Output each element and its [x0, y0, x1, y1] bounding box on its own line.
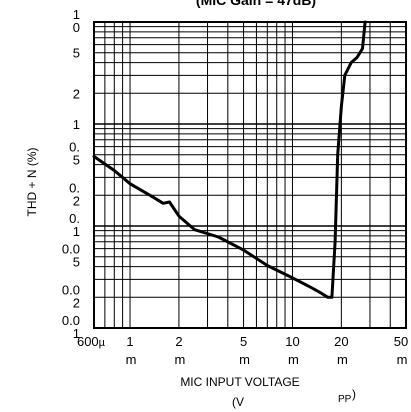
- x-tick-label: 10: [285, 334, 299, 349]
- y-tick-label: 2: [73, 86, 80, 101]
- y-axis-label: THD + N (%): [25, 147, 39, 216]
- y-tick-label: 0.0 5: [62, 242, 80, 270]
- y-tick-label-line: 2: [73, 295, 80, 310]
- y-tick-label-line: 1: [73, 224, 80, 239]
- y-tick-label-line: 5: [73, 153, 80, 168]
- x-tick-label: 1: [126, 334, 133, 349]
- y-tick-label-line: 0.: [69, 211, 80, 226]
- thd-curve: [92, 20, 367, 299]
- x-tick-unit: m: [288, 352, 299, 367]
- y-tick-label-line: 1: [73, 117, 80, 132]
- y-tick-label: 0.0 1: [62, 313, 80, 341]
- y-tick-label: 0. 5: [69, 140, 80, 168]
- y-tick-label-line: 0.0: [62, 282, 80, 297]
- x-tick-label: 600µ: [77, 334, 106, 349]
- x-tick-label: 20: [334, 334, 348, 349]
- x-tick-unit: m: [175, 352, 186, 367]
- y-tick-label-line: 0: [73, 20, 80, 35]
- x-tick-unit: m: [239, 352, 250, 367]
- chart-title: (MIC Gain = 47dB): [196, 0, 316, 8]
- x-axis-label: MIC INPUT VOLTAGE: [180, 375, 299, 389]
- x-tick-unit: m: [126, 352, 137, 367]
- y-tick-label-line: 2: [73, 193, 80, 208]
- y-tick-label-line: 1: [73, 326, 80, 341]
- x-axis-unit-subscript: PP: [338, 394, 352, 405]
- y-tick-label: 0. 1: [69, 211, 80, 239]
- x-axis-unit-paren: ): [352, 387, 356, 401]
- y-tick-label-line: 1: [73, 7, 80, 22]
- x-axis-unit: (V: [232, 395, 244, 409]
- y-tick-label-line: 5: [73, 255, 80, 270]
- x-tick-label-mu: µ: [99, 337, 106, 349]
- x-tick-label: 2: [175, 334, 182, 349]
- y-tick-label-line: 5: [73, 46, 80, 61]
- x-tick-labels: 600µ 1 m 2 m 5 m 10 m 20 m 50 m: [77, 334, 408, 367]
- y-tick-label-line: 0.0: [62, 313, 80, 328]
- y-tick-label: 1: [73, 117, 80, 132]
- x-tick-label: 50: [394, 334, 408, 349]
- x-tick-unit: m: [397, 352, 408, 367]
- x-tick-label: 5: [240, 334, 247, 349]
- y-tick-label-line: 0.0: [62, 242, 80, 257]
- y-tick-label-line: 0.: [69, 180, 80, 195]
- x-tick-unit: m: [337, 352, 348, 367]
- y-tick-label: 5: [73, 46, 80, 61]
- plot-frame: [93, 21, 407, 329]
- plot-grid: [94, 22, 406, 328]
- y-tick-label: 0.0 2: [62, 282, 80, 310]
- y-tick-label-line: 2: [73, 86, 80, 101]
- y-tick-label-line: 0.: [69, 140, 80, 155]
- y-tick-label: 0. 2: [69, 180, 80, 208]
